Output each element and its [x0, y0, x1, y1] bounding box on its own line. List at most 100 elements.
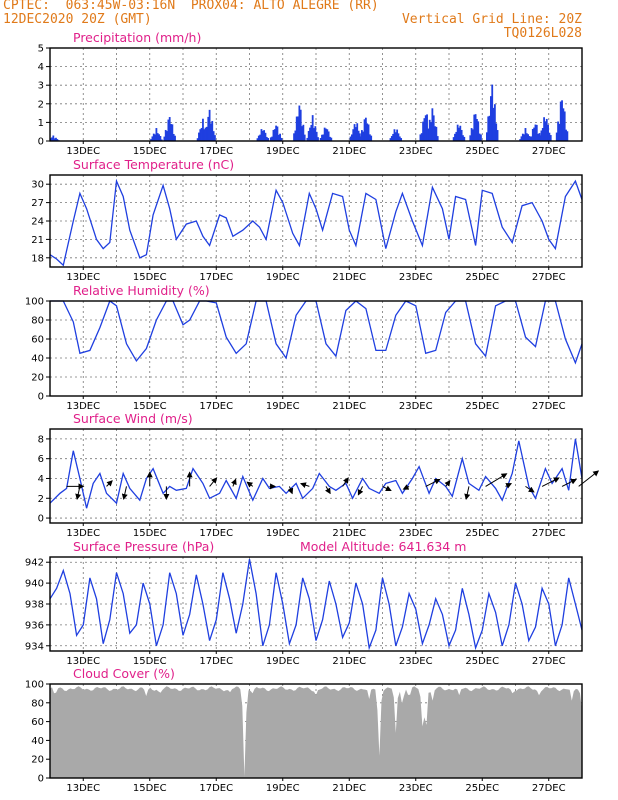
precipitation-bar [203, 129, 206, 141]
precipitation-bar [276, 126, 279, 141]
precipitation-bar [172, 133, 175, 141]
y-tick-label: 0 [38, 774, 44, 785]
precipitation-bar [525, 133, 528, 141]
x-tick-label: 23DEC [399, 656, 433, 667]
y-tick-label: 80 [31, 316, 44, 327]
cloud-cover-frame [49, 683, 583, 779]
precipitation-bar [458, 127, 460, 141]
precipitation-panel: 0 1 2 3 4 5 13DEC 15DEC 17DEC 19DEC 21DEC 23DEC 25DE… [38, 30, 583, 157]
precipitation-bar [493, 104, 496, 141]
y-tick-label: 20 [31, 755, 44, 766]
precipitation-bar [356, 123, 359, 141]
precipitation-bar [397, 133, 400, 141]
wind-vector-arrow [121, 486, 128, 500]
y-tick-label: 0 [38, 137, 44, 148]
y-tick-label: 27 [31, 198, 44, 209]
precipitation-frame [49, 47, 583, 142]
wind-vector-arrow [357, 486, 364, 496]
precipitation-bar [56, 139, 59, 141]
x-tick-label: 19DEC [266, 146, 300, 157]
precipitation-bar [488, 115, 491, 141]
precipitation-bar [537, 133, 540, 141]
precipitation-bar [559, 101, 562, 141]
precipitation-bar [329, 136, 331, 141]
precipitation-bar [171, 124, 174, 141]
precipitation-bar [269, 137, 272, 141]
wind-vector-arrow [561, 478, 577, 487]
precipitation-bar [167, 119, 170, 141]
model-altitude-label: Model Altitude: 641.634 m [300, 539, 466, 554]
precipitation-bar [548, 132, 551, 141]
precipitation-bar [151, 136, 154, 141]
precipitation-bar [394, 132, 397, 141]
x-tick-label: 19DEC [266, 656, 300, 667]
precipitation-bar [259, 134, 262, 141]
precipitation-bar [545, 118, 548, 141]
precipitation-bar [310, 125, 313, 141]
precipitation-bar [491, 84, 494, 141]
precipitation-bar [314, 126, 317, 141]
x-tick-label: 23DEC [399, 272, 433, 283]
precipitation-bar [534, 124, 537, 141]
y-tick-label: 18 [31, 253, 44, 264]
precipitation-bar [327, 131, 330, 141]
precipitation-bar [470, 128, 473, 141]
y-tick-label: 40 [31, 736, 44, 747]
wind-vector-arrow [382, 485, 392, 492]
precipitation-bar [211, 120, 214, 141]
precipitation-bar [524, 128, 527, 141]
relative-humidity-title: Relative Humidity (%) [73, 283, 210, 298]
precipitation-bar [565, 129, 567, 141]
precipitation-bar [360, 130, 363, 141]
precipitation-bar [152, 133, 155, 141]
precipitation-bar [427, 130, 430, 141]
x-tick-label: 13DEC [66, 401, 100, 412]
precipitation-bar [543, 117, 545, 141]
precipitation-bar [423, 118, 426, 141]
x-tick-label: 13DEC [66, 656, 100, 667]
precipitation-bar [519, 139, 522, 141]
precipitation-bar [313, 128, 315, 141]
surface-temperature-panel: 18 21 24 27 30 13DEC 15DEC 17DEC 19DEC 21DEC 23DEC… [31, 157, 583, 283]
precipitation-bar [265, 136, 268, 141]
precipitation-bar [424, 115, 427, 141]
precipitation-bar [352, 129, 355, 141]
x-tick-label: 15DEC [133, 783, 167, 794]
precipitation-bar [487, 116, 490, 141]
wind-vector-arrow [300, 482, 310, 489]
precipitation-bar [557, 121, 559, 141]
precipitation-bar [272, 129, 275, 141]
precipitation-bar [362, 131, 365, 141]
wind-vector-arrow [525, 485, 535, 493]
y-tick-label: 0 [38, 392, 44, 403]
wind-vector-arrow [425, 478, 441, 487]
precipitation-bar [297, 116, 299, 141]
precipitation-bar [326, 129, 329, 141]
precipitation-bar [530, 136, 533, 141]
wind-vector-arrow [505, 483, 513, 489]
precipitation-bar [359, 136, 362, 141]
precipitation-bar [367, 124, 370, 141]
header-date-line: 12DEC2020 20Z (GMT) [3, 12, 152, 27]
surface-pressure-panel: 934 936 938 940 942 13DEC 15DEC 17DEC 19DEC 21DEC… [25, 539, 583, 667]
precipitation-bar [366, 123, 369, 141]
cloud-cover-panel: 0 20 40 60 80 100 13DEC 15DEC 17DEC 19DEC 21DEC 23D… [25, 666, 583, 794]
x-tick-label: 25DEC [465, 783, 499, 794]
wind-vector-arrow [485, 473, 508, 487]
precipitation-bar [434, 126, 436, 141]
precipitation-bar [396, 129, 399, 141]
precipitation-bar [196, 138, 199, 141]
precipitation-bar [436, 136, 439, 141]
precipitation-bar [426, 134, 428, 141]
y-tick-label: 940 [25, 579, 44, 590]
precipitation-bar [263, 130, 266, 141]
precipitation-title: Precipitation (mm/h) [73, 30, 201, 45]
precipitation-bar [469, 135, 472, 141]
x-tick-label: 13DEC [66, 528, 100, 539]
precipitation-bar [206, 126, 208, 141]
precipitation-bar [267, 138, 270, 141]
precipitation-bar [477, 121, 480, 141]
y-tick-label: 8 [38, 434, 44, 445]
x-tick-label: 13DEC [66, 783, 100, 794]
x-tick-label: 17DEC [199, 401, 233, 412]
